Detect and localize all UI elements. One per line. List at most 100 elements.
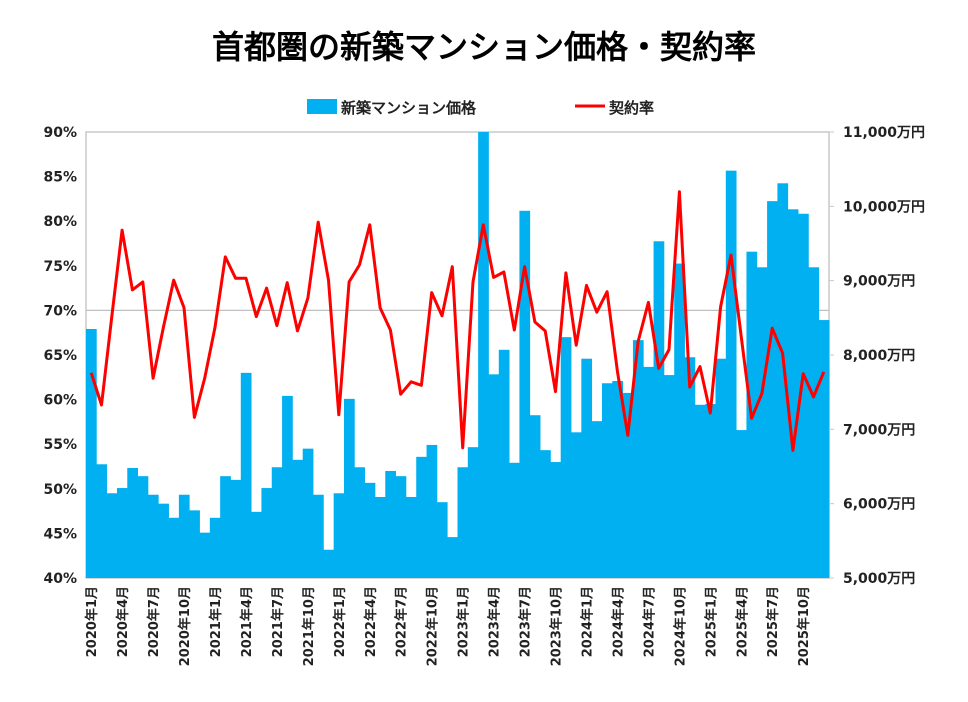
bar-price-28	[374, 496, 386, 578]
bar-price-32	[416, 456, 427, 578]
bar-price-68	[787, 209, 799, 578]
x-tick-label: 2021年10月	[301, 586, 317, 666]
x-tick-label: 2024年4月	[610, 586, 626, 657]
bar-price-31	[405, 496, 417, 578]
x-tick-label: 2025年7月	[765, 586, 781, 657]
bar-price-43	[529, 415, 541, 578]
bar-price-12	[209, 517, 221, 578]
x-tick-label: 2024年10月	[672, 586, 688, 666]
bar-price-49	[591, 421, 603, 578]
bar-price-45	[550, 462, 562, 578]
x-tick-label: 2022年10月	[425, 586, 441, 666]
x-tick-label: 2023年1月	[456, 586, 472, 657]
y-left-tick-label: 80%	[43, 214, 77, 230]
bar-price-25	[343, 398, 355, 578]
bar-price-8	[168, 517, 180, 578]
bar-price-47	[571, 432, 582, 578]
bar-price-7	[158, 503, 169, 578]
legend-swatch-price	[307, 99, 337, 114]
bar-price-41	[509, 462, 520, 578]
y-right-tick-label: 5,000万円	[843, 571, 915, 587]
bar-price-56	[663, 375, 675, 578]
x-tick-label: 2022年4月	[363, 586, 379, 657]
bar-price-11	[199, 532, 211, 578]
y-left-tick-label: 55%	[43, 437, 77, 453]
bar-price-22	[313, 494, 324, 578]
bar-price-36	[457, 467, 469, 578]
bar-price-70	[808, 267, 820, 578]
x-tick-label: 2022年7月	[394, 586, 410, 657]
bar-price-34	[436, 502, 448, 578]
bar-price-5	[137, 476, 149, 578]
bar-price-16	[251, 511, 262, 578]
bar-price-65	[756, 267, 768, 578]
bar-price-4	[127, 467, 138, 578]
legend-label-price: 新築マンション価格	[341, 99, 477, 117]
y-left-tick-label: 65%	[43, 348, 77, 364]
x-tick-label: 2024年7月	[641, 586, 657, 657]
bar-price-2	[106, 493, 118, 578]
bar-price-67	[777, 183, 789, 579]
x-tick-label: 2023年10月	[549, 586, 565, 666]
y-left-tick-label: 40%	[43, 571, 77, 587]
bar-price-15	[240, 372, 252, 578]
y-left-tick-label: 75%	[43, 259, 77, 275]
bar-price-14	[230, 479, 242, 578]
y-left-tick-label: 50%	[43, 482, 77, 498]
bar-price-46	[560, 337, 572, 578]
chart-title: 首都圏の新築マンション価格・契約率	[211, 28, 756, 66]
y-left-tick-label: 85%	[43, 170, 77, 186]
bar-price-66	[767, 201, 778, 578]
bar-price-58	[684, 357, 696, 578]
bar-price-18	[271, 467, 283, 578]
x-tick-label: 2021年1月	[208, 586, 224, 657]
bar-price-48	[581, 358, 593, 578]
bar-price-3	[116, 488, 128, 578]
bar-price-39	[488, 374, 500, 578]
y-right-tick-label: 8,000万円	[843, 348, 915, 364]
bar-price-33	[426, 444, 438, 578]
y-left-tick-label: 60%	[43, 393, 77, 409]
bar-price-0	[86, 328, 97, 578]
bar-price-44	[540, 450, 551, 578]
y-right-tick-label: 6,000万円	[843, 497, 915, 513]
bar-price-1	[96, 464, 108, 578]
bar-price-30	[395, 476, 407, 578]
x-tick-label: 2023年4月	[487, 586, 503, 657]
x-tick-label: 2024年1月	[579, 586, 595, 657]
y-left-tick-label: 70%	[43, 303, 77, 319]
y-left-tick-label: 45%	[43, 526, 77, 542]
bar-price-37	[467, 447, 479, 578]
x-tick-label: 2021年7月	[270, 586, 286, 657]
line-rate	[89, 190, 826, 452]
bar-price-71	[818, 320, 830, 578]
bar-price-52	[622, 392, 634, 578]
x-tick-label: 2020年4月	[115, 586, 131, 657]
bar-price-29	[385, 470, 396, 578]
x-tick-label: 2020年1月	[84, 586, 100, 657]
bar-price-63	[736, 430, 747, 578]
y-right-tick-label: 11,000万円	[843, 125, 925, 141]
x-tick-label: 2025年10月	[796, 586, 812, 666]
x-tick-label: 2022年1月	[332, 586, 348, 657]
bar-price-6	[147, 494, 159, 578]
bar-price-35	[447, 537, 458, 578]
bar-price-24	[333, 493, 345, 578]
bar-price-19	[282, 395, 293, 578]
y-right-tick-label: 7,000万円	[843, 422, 915, 438]
bar-price-60	[705, 404, 716, 578]
bar-price-38	[478, 132, 489, 578]
x-tick-label: 2020年10月	[177, 586, 193, 666]
bar-price-26	[354, 467, 366, 578]
y-right-tick-label: 9,000万円	[843, 274, 915, 290]
x-tick-label: 2025年4月	[734, 586, 750, 657]
x-tick-label: 2020年7月	[146, 586, 162, 657]
bar-price-20	[292, 459, 304, 578]
bar-price-9	[178, 494, 190, 578]
bar-price-23	[323, 549, 335, 578]
bar-price-10	[189, 510, 200, 578]
x-tick-label: 2023年7月	[518, 586, 534, 657]
bar-price-57	[674, 263, 685, 578]
